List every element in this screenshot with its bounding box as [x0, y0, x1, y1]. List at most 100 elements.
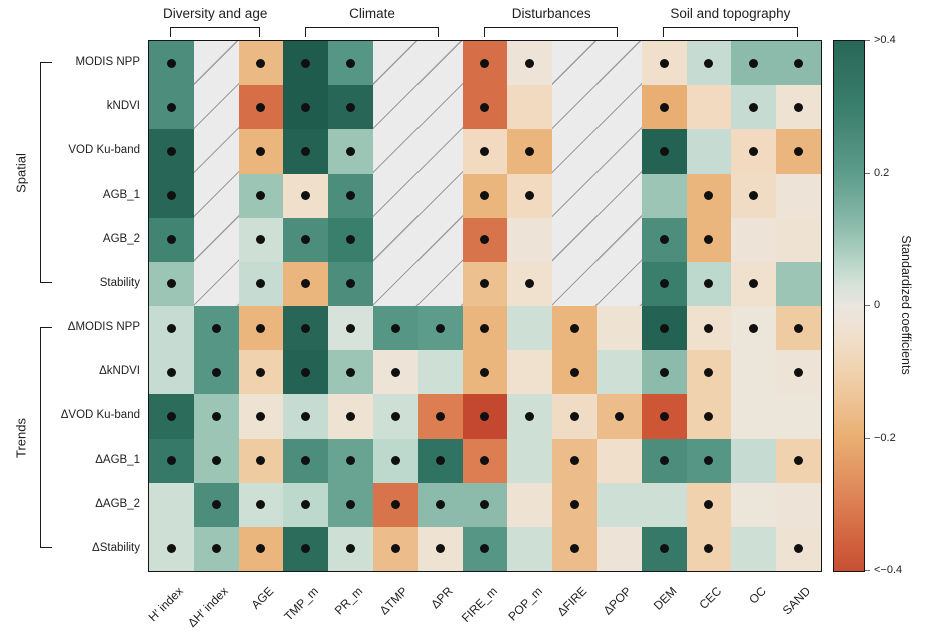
- column-label: FIRE_m: [458, 584, 500, 626]
- column-label: CEC: [696, 584, 724, 612]
- heatmap-cell: [462, 173, 508, 218]
- column-group-bracket: [304, 27, 440, 37]
- column-label: ΔPOP: [600, 584, 635, 618]
- row-group-label: Trends: [13, 417, 29, 458]
- significance-dot: [211, 456, 221, 466]
- heatmap-cell: [776, 350, 821, 395]
- row-group-label: Spatial: [13, 152, 29, 193]
- significance-dot: [570, 367, 580, 377]
- heatmap-cell: [641, 173, 687, 218]
- row-label: AGB_2: [102, 232, 140, 245]
- heatmap-cell: [686, 438, 732, 483]
- heatmap-cell: [686, 217, 732, 262]
- significance-dot: [166, 323, 176, 333]
- heatmap-cell: [283, 306, 329, 351]
- heatmap-cell: [283, 482, 329, 527]
- column-label: ΔH′ index: [185, 584, 232, 630]
- significance-dot: [614, 411, 624, 421]
- significance-dot: [704, 544, 714, 554]
- column-label: ΔFIRE: [554, 584, 590, 619]
- heatmap-cell: [462, 41, 508, 86]
- significance-dot: [256, 146, 266, 156]
- heatmap-cell: [776, 306, 821, 351]
- heatmap-cell: [193, 394, 239, 439]
- significance-dot: [794, 456, 804, 466]
- significance-dot: [166, 146, 176, 156]
- heatmap-cell: [462, 394, 508, 439]
- colorbar-tick-label: 0: [874, 299, 881, 311]
- column-label: PR_m: [332, 584, 366, 618]
- heatmap-cell: [238, 41, 284, 86]
- heatmap-cell: [776, 261, 821, 306]
- row-label: Stability: [99, 276, 140, 289]
- heatmap-cell: [686, 85, 732, 130]
- significance-dot: [166, 191, 176, 201]
- heatmap-cell: [731, 173, 777, 218]
- heatmap-cell: [507, 526, 553, 571]
- heatmap-cell: [328, 394, 373, 439]
- heatmap-cell: [462, 526, 508, 571]
- significance-dot: [704, 456, 714, 466]
- significance-dot: [256, 500, 266, 510]
- significance-dot: [704, 279, 714, 289]
- heatmap-cell: [776, 173, 821, 218]
- heatmap-cell: [238, 350, 284, 395]
- heatmap-cell: [686, 173, 732, 218]
- heatmap-cell: [238, 482, 284, 527]
- significance-dot: [794, 146, 804, 156]
- heatmap-cell: [149, 350, 194, 395]
- significance-dot: [570, 500, 580, 510]
- significance-dot: [346, 411, 356, 421]
- significance-dot: [346, 323, 356, 333]
- heatmap-cell: [372, 438, 418, 483]
- heatmap-cell: [193, 306, 239, 351]
- significance-dot: [659, 411, 669, 421]
- significance-dot: [256, 102, 266, 112]
- heatmap-cell: [731, 350, 777, 395]
- significance-dot: [301, 235, 311, 245]
- significance-dot: [211, 323, 221, 333]
- significance-dot: [480, 500, 490, 510]
- heatmap-cell: [731, 85, 777, 130]
- significance-dot: [435, 456, 445, 466]
- heatmap-cell: [641, 85, 687, 130]
- heatmap-cell: [596, 350, 642, 395]
- hatched-missing-block: [193, 41, 239, 306]
- significance-dot: [301, 58, 311, 68]
- heatmap-cell: [283, 438, 329, 483]
- heatmap-cell: [462, 129, 508, 174]
- significance-dot: [659, 58, 669, 68]
- significance-dot: [794, 102, 804, 112]
- heatmap-cell: [686, 394, 732, 439]
- heatmap-cell: [507, 129, 553, 174]
- significance-dot: [166, 58, 176, 68]
- heatmap-cell: [462, 482, 508, 527]
- significance-dot: [211, 367, 221, 377]
- heatmap-cell: [238, 261, 284, 306]
- significance-dot: [704, 500, 714, 510]
- row-group-bracket: [40, 62, 52, 283]
- significance-dot: [435, 323, 445, 333]
- heatmap-cell: [193, 350, 239, 395]
- heatmap-cell: [417, 394, 463, 439]
- significance-dot: [346, 235, 356, 245]
- heatmap-cell: [686, 482, 732, 527]
- significance-dot: [346, 456, 356, 466]
- row-label: ΔAGB_2: [95, 497, 140, 510]
- significance-dot: [480, 235, 490, 245]
- significance-dot: [749, 146, 759, 156]
- column-label: ΔTMP: [376, 584, 411, 618]
- heatmap-cell: [596, 306, 642, 351]
- significance-dot: [435, 500, 445, 510]
- heatmap-cell: [283, 41, 329, 86]
- heatmap-cell: [776, 217, 821, 262]
- column-group-bracket: [170, 27, 260, 37]
- heatmap-cell: [328, 217, 373, 262]
- heatmap-cell: [193, 526, 239, 571]
- significance-dot: [749, 323, 759, 333]
- significance-dot: [256, 323, 266, 333]
- significance-dot: [480, 411, 490, 421]
- heatmap-cell: [596, 438, 642, 483]
- heatmap-cell: [552, 482, 597, 527]
- significance-dot: [659, 146, 669, 156]
